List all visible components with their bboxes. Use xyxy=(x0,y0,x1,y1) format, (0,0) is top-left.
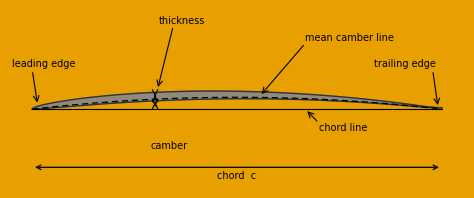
Text: camber: camber xyxy=(150,141,187,151)
Text: mean camber line: mean camber line xyxy=(305,33,394,43)
Text: chord line: chord line xyxy=(319,123,367,133)
Text: leading edge: leading edge xyxy=(12,59,75,69)
Polygon shape xyxy=(32,91,442,109)
Text: trailing edge: trailing edge xyxy=(374,59,436,69)
Text: chord  c: chord c xyxy=(218,171,256,181)
Text: thickness: thickness xyxy=(159,16,206,26)
